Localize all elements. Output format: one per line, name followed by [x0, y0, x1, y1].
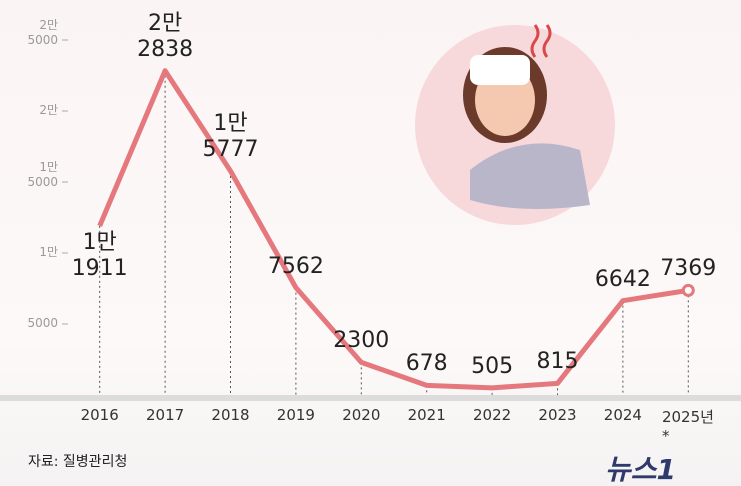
baseline-strip	[0, 395, 741, 401]
illustration-heat	[530, 24, 552, 58]
x-tick-label: 2025년*	[661, 408, 714, 445]
y-tick-label: 2만 5000	[27, 18, 58, 47]
end-marker	[681, 283, 695, 297]
x-tick-label: 2024	[603, 406, 642, 424]
data-label: 2300	[333, 328, 390, 354]
data-label: 815	[536, 349, 579, 375]
logo: 뉴스1	[605, 453, 677, 486]
data-label: 7369	[660, 256, 717, 282]
x-tick-label: 2019	[276, 406, 315, 424]
x-tick-label: 2023	[538, 406, 577, 424]
illustration-body	[470, 143, 590, 209]
y-tick-label: 5000	[27, 316, 58, 330]
x-tick-label: 2021	[407, 406, 446, 424]
x-tick-label: 2017	[146, 406, 185, 424]
x-tick-label: 2018	[211, 406, 250, 424]
data-label: 678	[405, 351, 448, 377]
data-label: 7562	[267, 253, 324, 279]
x-tick-label: 2022	[473, 406, 512, 424]
y-tick-label: 1만 5000	[27, 160, 58, 189]
y-tick-label: 1만	[39, 245, 58, 259]
y-tick-label: 2만	[39, 103, 58, 117]
data-label: 505	[471, 353, 514, 379]
x-tick-label: 2016	[80, 406, 119, 424]
data-label: 1만 5777	[202, 110, 259, 162]
line	[97, 68, 689, 391]
illustration-towel	[470, 55, 530, 85]
data-label: 2만 2838	[137, 10, 194, 62]
x-tick-label: 2020	[342, 406, 381, 424]
data-label: 6642	[594, 266, 651, 292]
data-label: 1만 1911	[71, 229, 128, 281]
source: 자료: 질병관리청	[28, 454, 128, 470]
